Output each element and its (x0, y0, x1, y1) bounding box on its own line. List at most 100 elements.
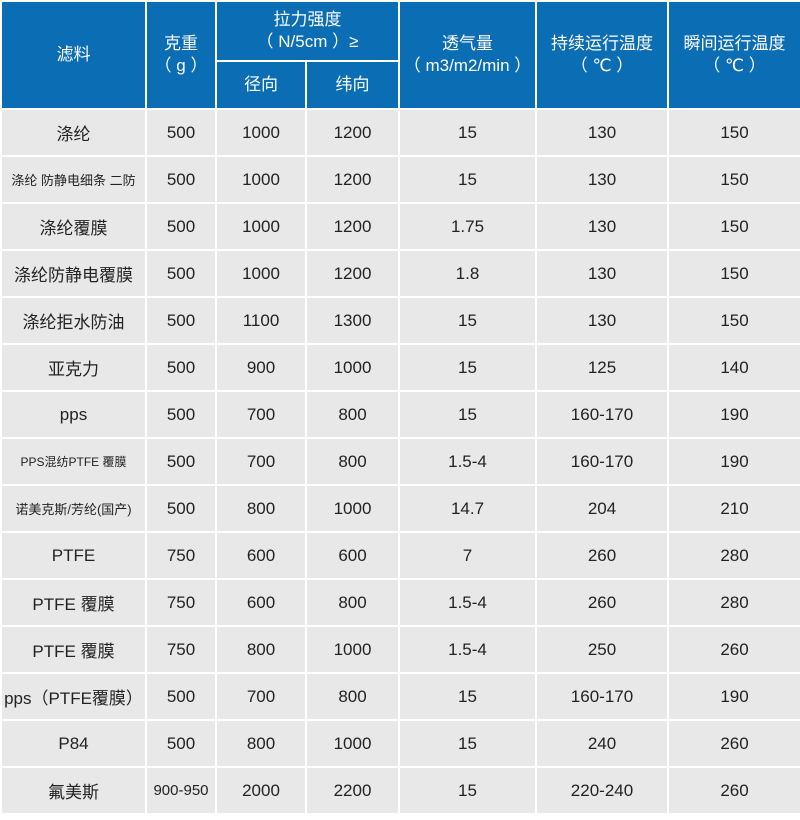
cell-weft: 1200 (305, 108, 400, 157)
cell-continuous-temp: 240 (535, 719, 669, 768)
header-continuous-label: 持续运行温度 (551, 34, 653, 53)
cell-weight: 500 (145, 343, 217, 392)
cell-radial: 2000 (215, 766, 307, 815)
cell-radial: 1000 (215, 108, 307, 157)
header-continuous-temp: 持续运行温度 （ ℃ ） (535, 0, 669, 110)
cell-permeability: 15 (398, 155, 537, 204)
cell-weight: 900-950 (145, 766, 217, 815)
cell-instant-temp: 150 (667, 155, 800, 204)
cell-instant-temp: 260 (667, 766, 800, 815)
table-row: 诺美克斯/芳纶(国产) 500 800 1000 14.7 204 210 (0, 484, 800, 533)
cell-instant-temp: 260 (667, 719, 800, 768)
header-weight: 克重 （ g ） (145, 0, 217, 110)
cell-continuous-temp: 260 (535, 578, 669, 627)
header-instant-temp: 瞬间运行温度 （ ℃ ） (667, 0, 800, 110)
cell-material: PTFE 覆膜 (0, 625, 147, 674)
cell-permeability: 1.5-4 (398, 578, 537, 627)
header-permeability-unit: （ m3/m2/min ） (403, 56, 532, 75)
cell-weft: 1000 (305, 625, 400, 674)
cell-weight: 500 (145, 390, 217, 439)
cell-radial: 1000 (215, 155, 307, 204)
cell-instant-temp: 150 (667, 202, 800, 251)
cell-weft: 1000 (305, 484, 400, 533)
cell-radial: 1000 (215, 202, 307, 251)
header-continuous-unit: （ ℃ ） (570, 56, 634, 75)
header-permeability-label: 透气量 (442, 34, 493, 53)
cell-permeability: 15 (398, 296, 537, 345)
cell-permeability: 15 (398, 672, 537, 721)
table-row: 涤纶覆膜 500 1000 1200 1.75 130 150 (0, 202, 800, 251)
cell-weight: 500 (145, 484, 217, 533)
table-row: 涤纶 防静电细条 二防 500 1000 1200 15 130 150 (0, 155, 800, 204)
cell-weft: 1000 (305, 719, 400, 768)
cell-radial: 600 (215, 578, 307, 627)
cell-material: PTFE 覆膜 (0, 578, 147, 627)
table-row: 亚克力 500 900 1000 15 125 140 (0, 343, 800, 392)
cell-weft: 1200 (305, 249, 400, 298)
header-subrow: 径向 纬向 (1, 60, 800, 110)
cell-material: 涤纶覆膜 (0, 202, 147, 251)
cell-continuous-temp: 130 (535, 155, 669, 204)
cell-radial: 700 (215, 672, 307, 721)
cell-continuous-temp: 160-170 (535, 390, 669, 439)
cell-material: 涤纶 (0, 108, 147, 157)
cell-instant-temp: 190 (667, 437, 800, 486)
cell-radial: 800 (215, 625, 307, 674)
cell-weight: 500 (145, 437, 217, 486)
header-instant-label: 瞬间运行温度 (683, 34, 786, 53)
cell-permeability: 7 (398, 531, 537, 580)
cell-permeability: 15 (398, 108, 537, 157)
cell-continuous-temp: 160-170 (535, 672, 669, 721)
cell-permeability: 14.7 (398, 484, 537, 533)
cell-weight: 500 (145, 155, 217, 204)
header-tensile-unit: （ N/5cm ）≥ (256, 32, 359, 51)
cell-instant-temp: 140 (667, 343, 800, 392)
cell-permeability: 1.75 (398, 202, 537, 251)
cell-weft: 800 (305, 390, 400, 439)
cell-material: 诺美克斯/芳纶(国产) (0, 484, 147, 533)
cell-weight: 500 (145, 672, 217, 721)
cell-weight: 750 (145, 578, 217, 627)
cell-radial: 900 (215, 343, 307, 392)
cell-weft: 800 (305, 578, 400, 627)
cell-weft: 1300 (305, 296, 400, 345)
cell-continuous-temp: 260 (535, 531, 669, 580)
cell-permeability: 1.8 (398, 249, 537, 298)
cell-material: pps（PTFE覆膜） (0, 672, 147, 721)
cell-instant-temp: 280 (667, 578, 800, 627)
cell-instant-temp: 190 (667, 390, 800, 439)
cell-continuous-temp: 130 (535, 108, 669, 157)
cell-radial: 1000 (215, 249, 307, 298)
cell-permeability: 1.5-4 (398, 625, 537, 674)
table-body: 涤纶 500 1000 1200 15 130 150 涤纶 防静电细条 二防 500 1000 1… (0, 108, 800, 815)
table-row: PTFE 覆膜 750 800 1000 1.5-4 250 260 (0, 625, 800, 674)
table-row: PTFE 覆膜 750 600 800 1.5-4 260 280 (0, 578, 800, 627)
cell-continuous-temp: 220-240 (535, 766, 669, 815)
cell-weft: 600 (305, 531, 400, 580)
table-row: PTFE 750 600 600 7 260 280 (0, 531, 800, 580)
header-radial: 径向 (215, 60, 307, 110)
cell-material: 涤纶防静电覆膜 (0, 249, 147, 298)
cell-material: 亚克力 (0, 343, 147, 392)
header-weft: 纬向 (305, 60, 400, 110)
cell-instant-temp: 150 (667, 108, 800, 157)
cell-permeability: 15 (398, 766, 537, 815)
cell-radial: 1100 (215, 296, 307, 345)
cell-material: PPS混纺PTFE 覆膜 (0, 437, 147, 486)
table-row: 涤纶 500 1000 1200 15 130 150 (0, 108, 800, 157)
table-row: pps（PTFE覆膜） 500 700 800 15 160-170 190 (0, 672, 800, 721)
cell-material: PTFE (0, 531, 147, 580)
table-header: 滤料 克重 （ g ） 拉力强度 （ N/5cm ）≥ 透气量 （ m3/m2/… (0, 0, 800, 110)
cell-material: pps (0, 390, 147, 439)
header-weight-unit: （ g ） (154, 56, 208, 75)
cell-weight: 500 (145, 108, 217, 157)
cell-radial: 700 (215, 437, 307, 486)
cell-weft: 800 (305, 672, 400, 721)
header-tensile-label: 拉力强度 (273, 10, 342, 29)
cell-radial: 700 (215, 390, 307, 439)
cell-material: P84 (0, 719, 147, 768)
cell-continuous-temp: 204 (535, 484, 669, 533)
cell-radial: 800 (215, 719, 307, 768)
cell-material: 涤纶拒水防油 (0, 296, 147, 345)
